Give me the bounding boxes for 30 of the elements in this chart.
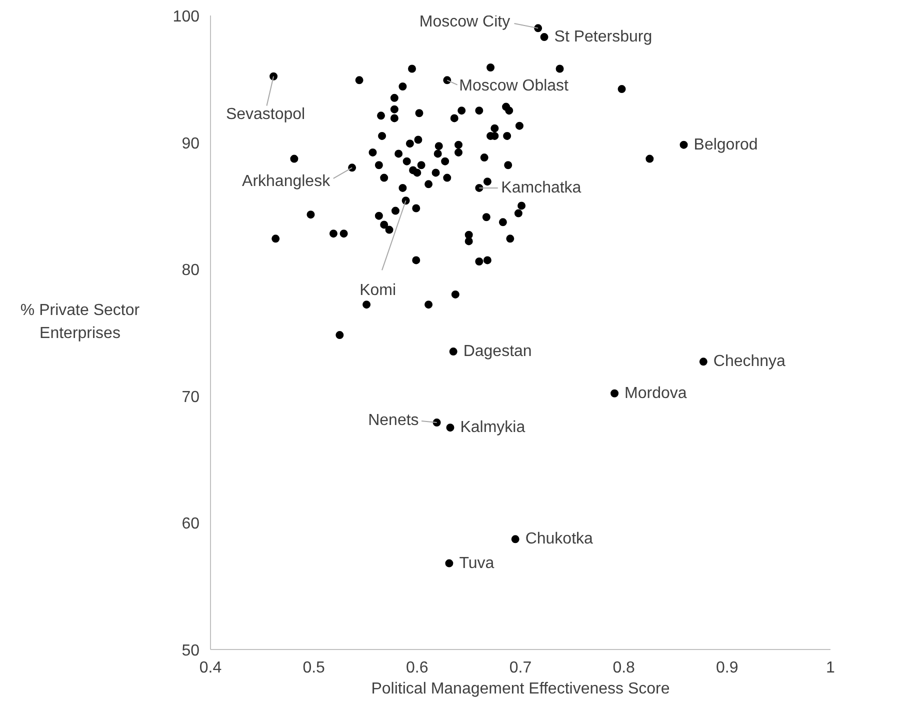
x-tick-label: 0.5 — [302, 660, 326, 676]
x-tick-label: 0.8 — [612, 660, 636, 676]
x-tick-label: 0.9 — [716, 660, 738, 676]
x-tick-label: 0.4 — [199, 660, 222, 676]
x-axis-title: Political Management Effectiveness Score — [371, 680, 670, 698]
y-tick-label: 80 — [182, 262, 200, 280]
y-axis-title: % Private Sector Enterprises — [19, 301, 141, 344]
annotation: Sevastopol — [226, 106, 306, 123]
annotation: Komi — [360, 282, 396, 300]
annotation: Mordova — [624, 384, 687, 402]
y-tick-label: 90 — [182, 135, 200, 152]
annotation: Arkhanglesk — [242, 173, 332, 190]
y-tick-label: 50 — [182, 642, 200, 660]
annotation: Dagestan — [463, 343, 532, 360]
annotation: Chukotka — [525, 530, 594, 548]
annotation: Moscow City — [419, 14, 510, 31]
x-tick-label: 1 — [826, 660, 836, 676]
annotation: Belgorod — [694, 136, 758, 154]
y-tick-label: 100 — [172, 8, 200, 26]
annotation: St Petersburg — [554, 28, 652, 46]
x-tick-label: 0.7 — [509, 660, 532, 676]
annotation: Tuva — [459, 554, 494, 572]
annotation: Nenets — [368, 412, 419, 430]
x-tick-label: 0.6 — [406, 660, 428, 676]
annotation: Kalmykia — [460, 419, 526, 436]
annotation: Chechnya — [713, 353, 786, 370]
annotation: Moscow Oblast — [459, 78, 570, 95]
y-tick-label: 70 — [182, 388, 200, 406]
y-tick-label: 60 — [182, 516, 200, 533]
annotation: Kamchatka — [501, 179, 582, 196]
